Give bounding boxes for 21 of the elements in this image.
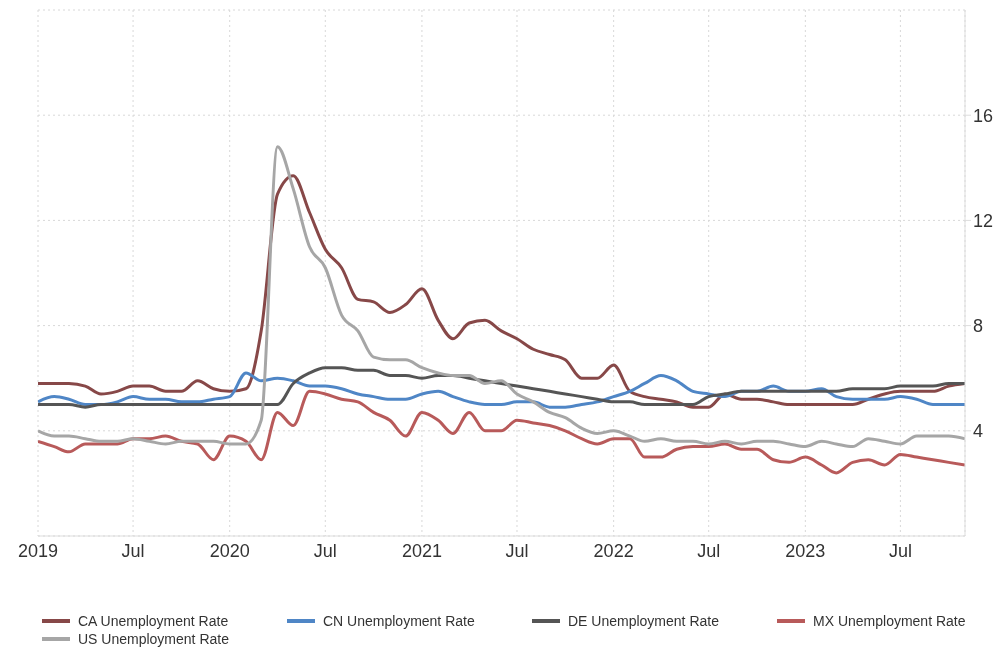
- legend-label: CA Unemployment Rate: [78, 613, 229, 629]
- x-tick-label: Jul: [697, 540, 721, 561]
- x-tick-label: Jul: [121, 540, 145, 561]
- line-series: [38, 145, 965, 449]
- legend-label: CN Unemployment Rate: [323, 613, 475, 629]
- x-tick-label: Jul: [888, 540, 912, 561]
- y-tick-label: 8: [973, 315, 984, 336]
- x-tick-label: 2022: [593, 540, 634, 561]
- x-tick-label: 2019: [17, 540, 59, 561]
- y-tick-label: 12: [973, 210, 994, 231]
- legend-label: MX Unemployment Rate: [813, 613, 966, 629]
- x-tick-label: Jul: [505, 540, 529, 561]
- line-series: [38, 389, 965, 475]
- x-tick-label: Jul: [313, 540, 337, 561]
- y-tick-label: 16: [973, 105, 994, 126]
- x-tick-label: 2023: [785, 540, 826, 561]
- legend-label: US Unemployment Rate: [78, 631, 229, 647]
- x-tick-label: 2021: [401, 540, 442, 561]
- x-tick-label: 2020: [209, 540, 250, 561]
- legend-label: DE Unemployment Rate: [568, 613, 719, 629]
- y-tick-label: 4: [973, 421, 984, 442]
